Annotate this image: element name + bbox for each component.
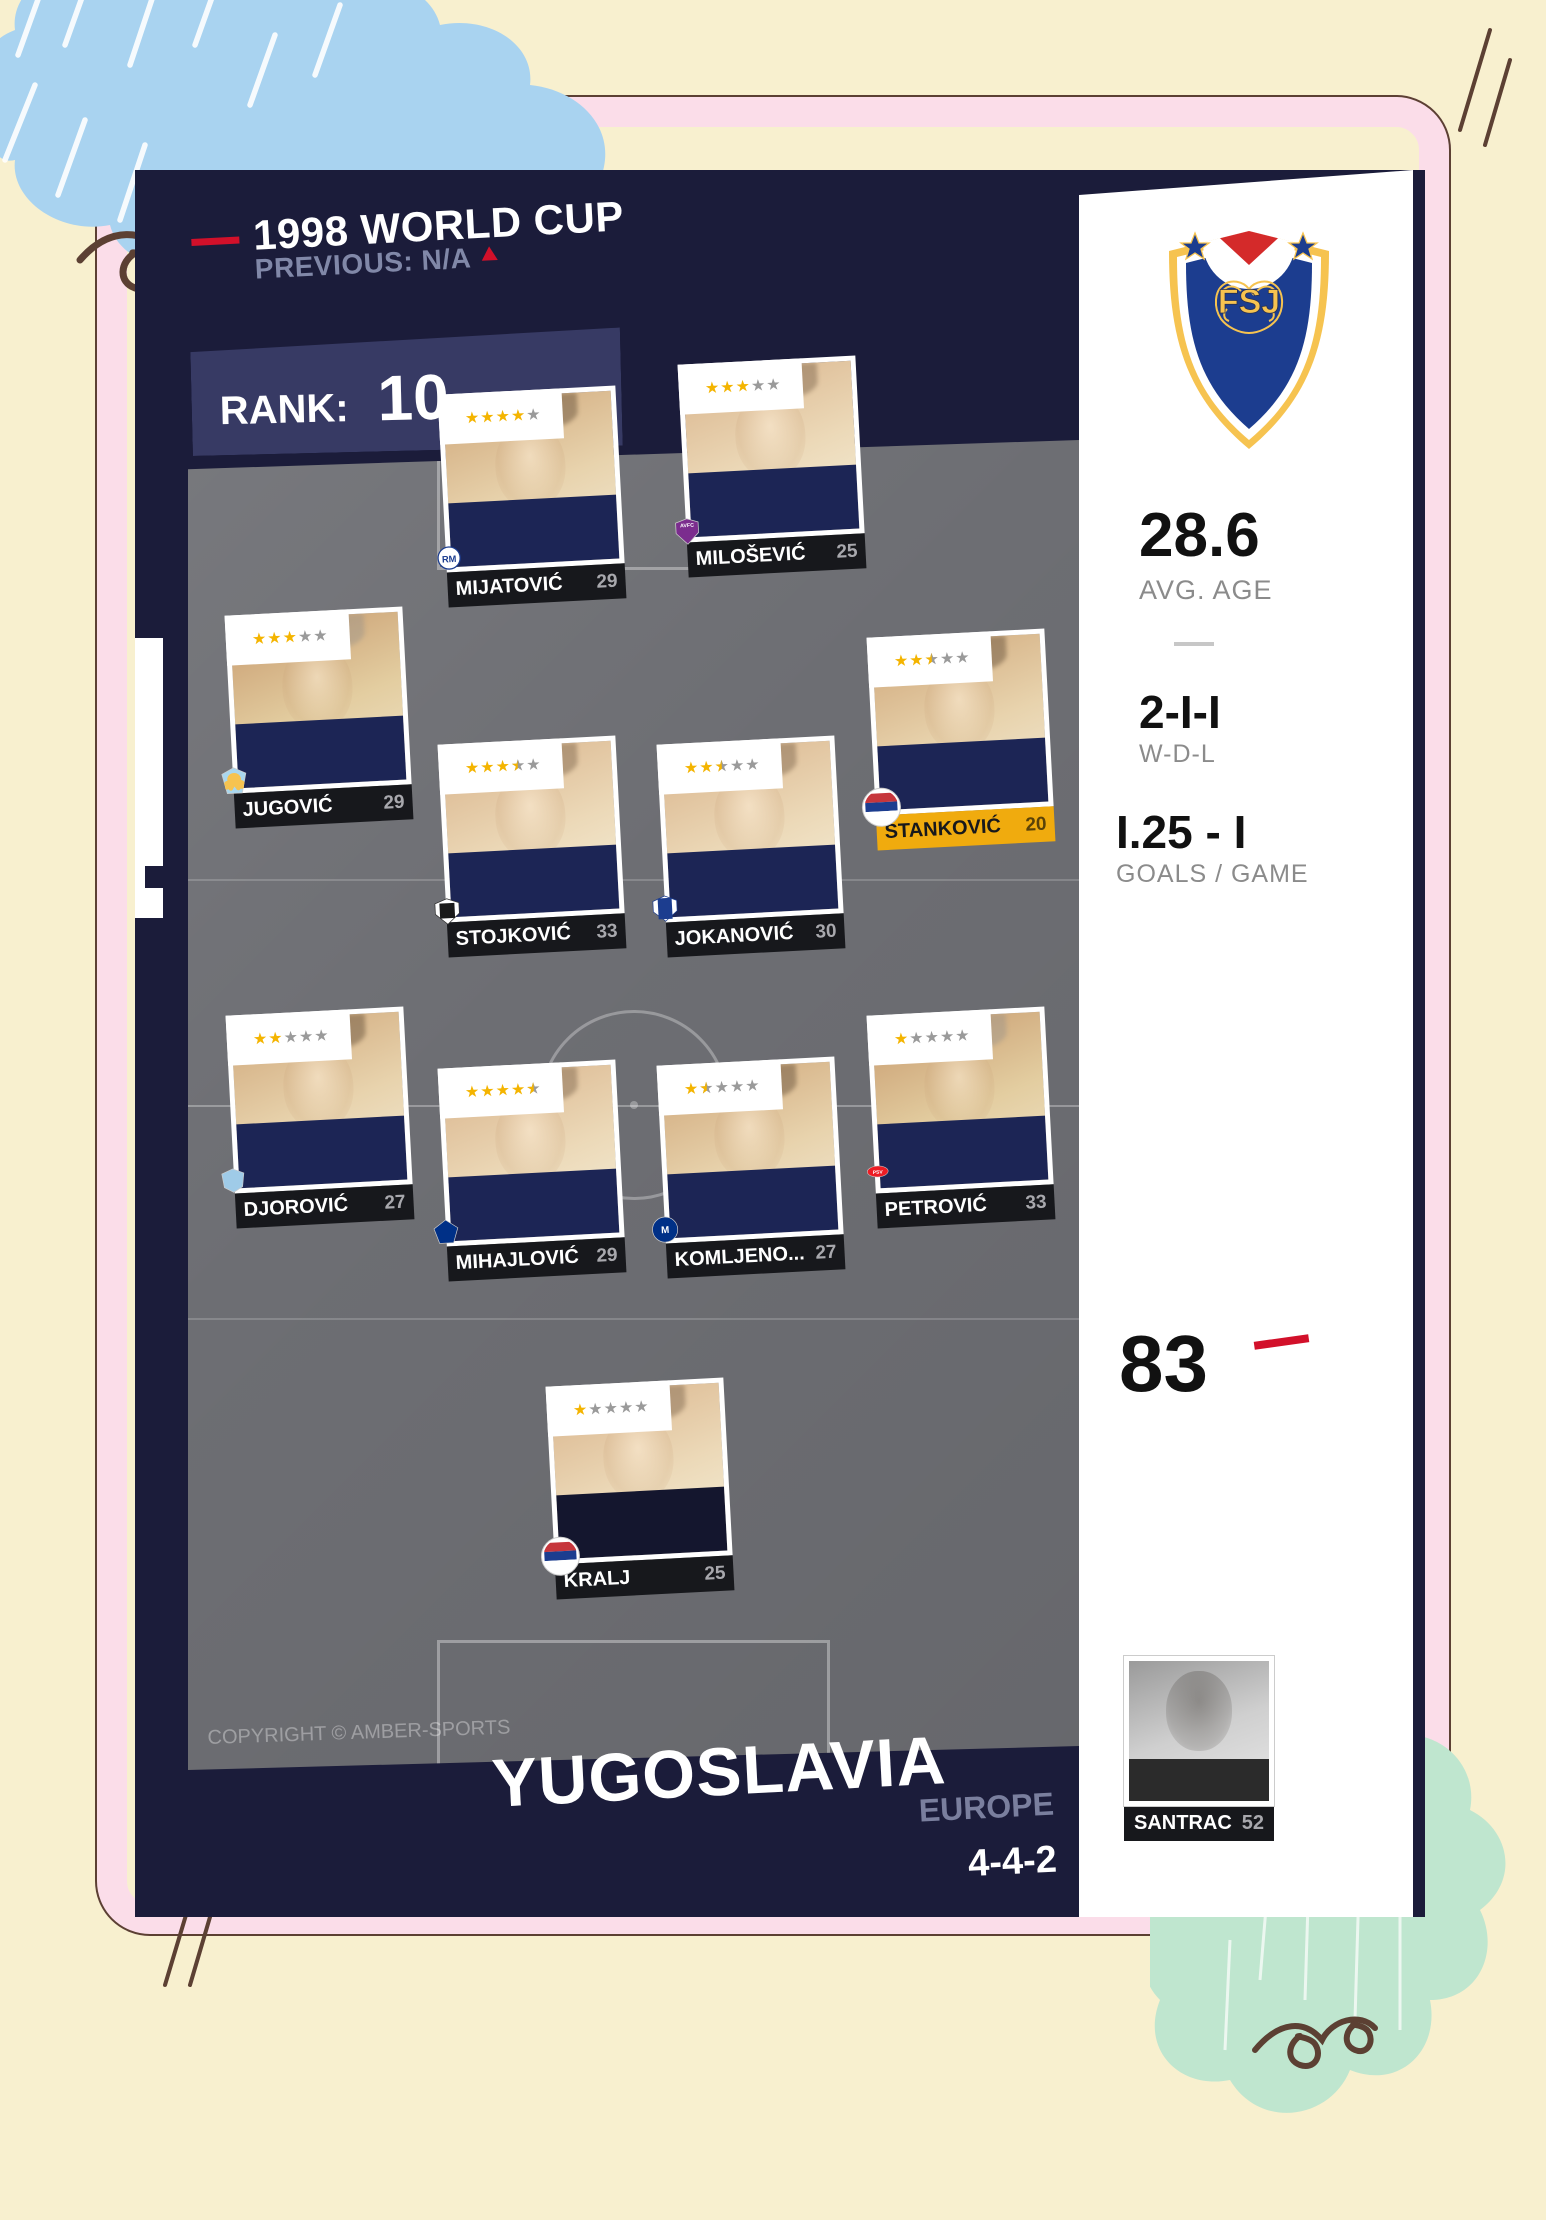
svg-text:RM: RM — [442, 554, 457, 565]
svg-text:M: M — [661, 1225, 670, 1236]
svg-text:AVFC: AVFC — [680, 523, 694, 530]
svg-text:FSJ: FSJ — [1218, 283, 1280, 321]
svg-text:PSV: PSV — [873, 1169, 884, 1176]
